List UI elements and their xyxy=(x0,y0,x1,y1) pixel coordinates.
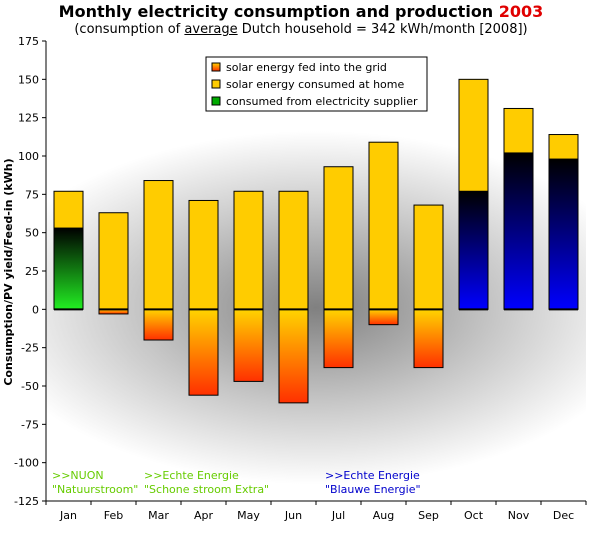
y-tick-label: 125 xyxy=(18,112,39,125)
annotation-line1: >>NUON xyxy=(52,469,104,482)
bar-fed-apr xyxy=(188,308,219,396)
bar-home-jul xyxy=(323,166,354,310)
legend-box xyxy=(205,56,428,112)
x-tick-label: Apr xyxy=(194,509,214,522)
y-tick-label: 0 xyxy=(32,303,39,316)
bar-home-sep xyxy=(413,204,444,310)
subtitle-underlined: average xyxy=(184,22,238,37)
bar-home-apr xyxy=(188,199,219,310)
annotation-line1: >>Echte Energie xyxy=(144,469,239,482)
title-main: Monthly electricity consumption and prod… xyxy=(58,2,494,21)
x-axis: Jan Feb Mar Apr May Jun Jul Aug Sep Oct Nov Dec xyxy=(45,500,587,522)
x-tick-label: Aug xyxy=(373,509,394,522)
y-tick-label: -125 xyxy=(14,495,39,508)
chart-subtitle: (consumption of average Dutch household … xyxy=(0,22,602,37)
y-tick-label: -75 xyxy=(21,418,39,431)
x-tick-label: Oct xyxy=(464,509,484,522)
y-tick-label: -50 xyxy=(21,380,39,393)
title-year: 2003 xyxy=(498,2,544,21)
x-tick-label: Dec xyxy=(553,509,574,522)
bar-supplier-jan xyxy=(53,227,84,310)
bar-fed-aug xyxy=(368,308,399,326)
y-tick-label: 75 xyxy=(25,188,39,201)
bar-supplier-nov xyxy=(503,152,534,310)
legend-label: solar energy fed into the grid xyxy=(226,61,387,74)
x-tick-label: Jun xyxy=(284,509,302,522)
annotation-line2: "Blauwe Energie" xyxy=(325,483,421,496)
bar-home-feb xyxy=(98,212,129,310)
legend-swatch xyxy=(211,96,221,106)
x-tick-label: Sep xyxy=(418,509,439,522)
legend: solar energy fed into the grid solar ener… xyxy=(205,56,428,112)
y-tick-label: 150 xyxy=(18,73,39,86)
bar-fed-jul xyxy=(323,308,354,369)
y-tick-label: 100 xyxy=(18,150,39,163)
annotation-line2: "Natuurstroom" xyxy=(52,483,138,496)
x-tick-label: Nov xyxy=(508,509,530,522)
annotation-line1: >>Echte Energie xyxy=(325,469,420,482)
y-tick-label: -100 xyxy=(14,457,39,470)
x-tick-label: May xyxy=(237,509,260,522)
bar-home-jun xyxy=(278,190,309,310)
bar-home-aug xyxy=(368,141,399,310)
subtitle-before: (consumption of xyxy=(74,22,181,37)
annotations: >>NUON"Natuurstroom">>Echte Energie"Scho… xyxy=(52,469,421,496)
y-tick-label: -25 xyxy=(21,342,39,355)
bar-fed-may xyxy=(233,308,264,382)
legend-label: solar energy consumed at home xyxy=(226,78,404,91)
bar-home-jan xyxy=(53,190,84,229)
bar-supplier-oct xyxy=(458,190,489,310)
legend-swatch xyxy=(211,62,221,72)
bar-fed-mar xyxy=(143,308,174,341)
legend-swatch xyxy=(211,79,221,89)
bars xyxy=(53,78,579,404)
annotation-line2: "Schone stroom Extra" xyxy=(144,483,269,496)
bar-fed-sep xyxy=(413,308,444,369)
y-tick-label: 25 xyxy=(25,265,39,278)
bar-home-may xyxy=(233,190,264,310)
bar-fed-jun xyxy=(278,308,309,404)
bar-supplier-dec xyxy=(548,158,579,310)
x-tick-label: Feb xyxy=(104,509,123,522)
y-tick-label: 50 xyxy=(25,227,39,240)
bar-home-dec xyxy=(548,134,579,160)
bar-home-nov xyxy=(503,107,534,154)
plot-background xyxy=(46,41,586,501)
y-axis-label: Consumption/PV yield/Feed-in (kWh) xyxy=(2,158,15,385)
bar-home-oct xyxy=(458,78,489,192)
bar-home-mar xyxy=(143,180,174,310)
x-tick-label: Jul xyxy=(331,509,345,522)
x-tick-label: Mar xyxy=(148,509,169,522)
x-tick-label: Jan xyxy=(59,509,77,522)
subtitle-after: Dutch household = 342 kWh/month [2008]) xyxy=(241,22,528,37)
legend-label: consumed from electricity supplier xyxy=(226,95,418,108)
y-tick-label: 175 xyxy=(18,35,39,48)
chart-title: Monthly electricity consumption and prod… xyxy=(0,2,602,21)
y-axis: 175 150 125 100 75 50 25 0 -25 -50 -75 -100 -125 xyxy=(14,35,47,508)
